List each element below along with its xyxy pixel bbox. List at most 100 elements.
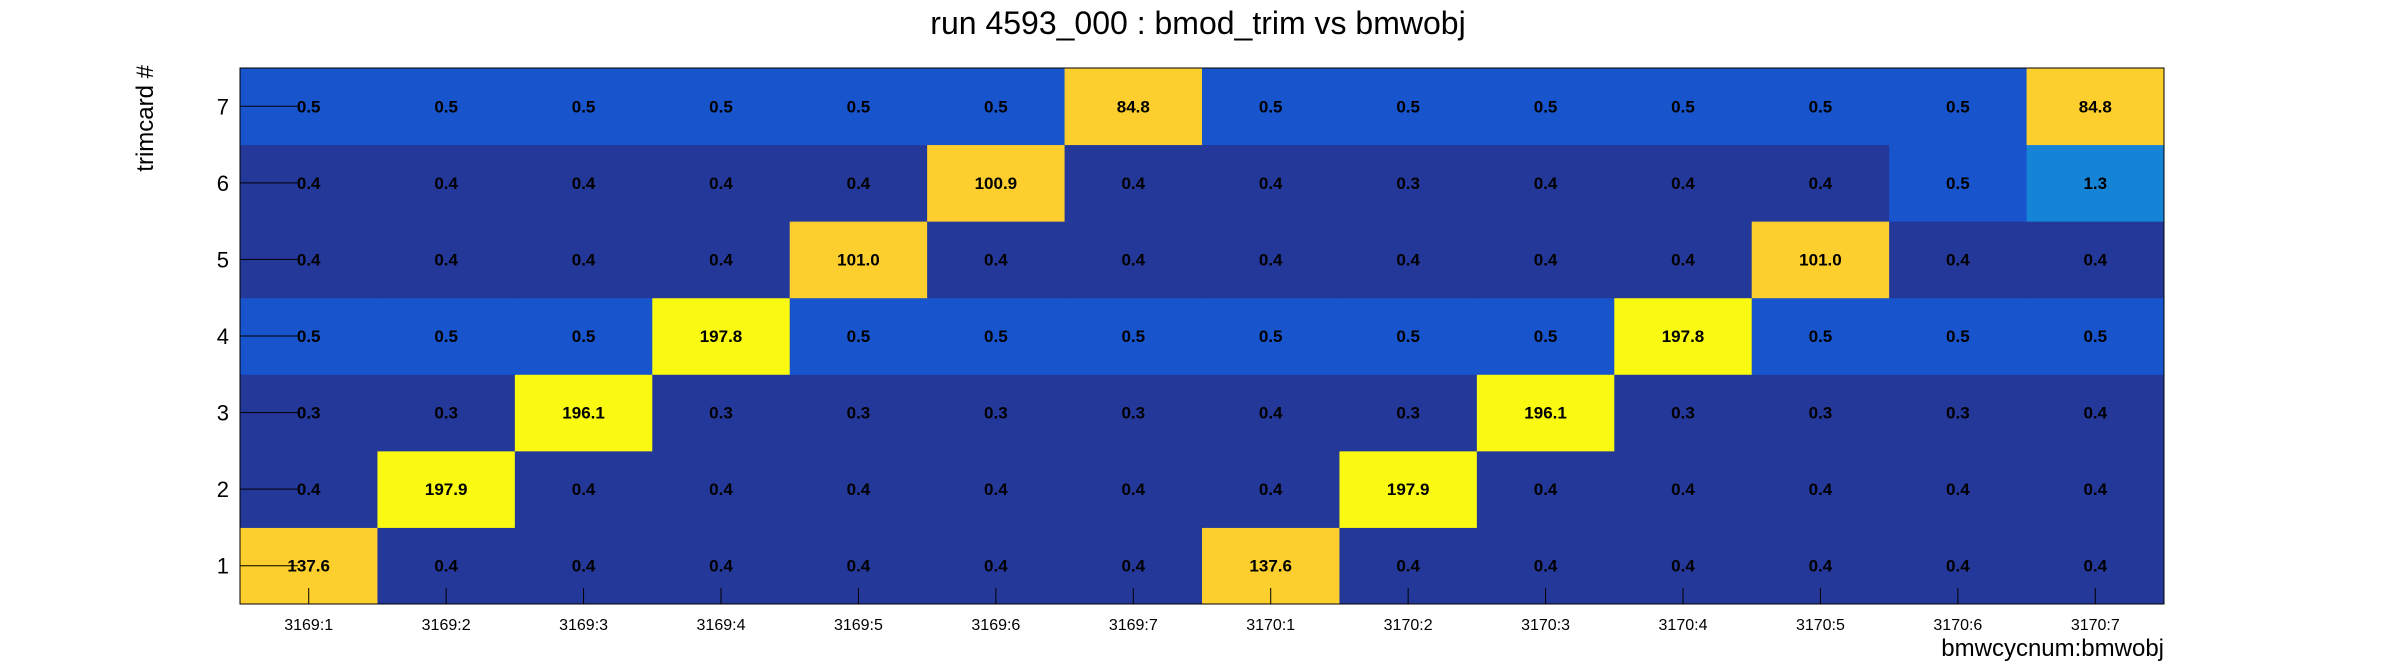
cell-value-label: 0.5 xyxy=(572,327,596,346)
cell-value-label: 0.3 xyxy=(1121,404,1145,423)
cell-value-label: 0.4 xyxy=(572,250,596,269)
heatmap-cell xyxy=(1889,221,2028,299)
cell-value-label: 1.3 xyxy=(2083,174,2107,193)
heatmap-cell xyxy=(927,374,1066,452)
heatmap-cell xyxy=(1202,297,1340,375)
cell-value-label: 0.5 xyxy=(1396,327,1420,346)
heatmap-cell xyxy=(1614,297,1753,375)
cell-value-label: 0.4 xyxy=(572,557,596,576)
cell-value-label: 137.6 xyxy=(1249,557,1292,576)
x-tick-label: 3169:7 xyxy=(1109,617,1158,634)
heatmap-cell xyxy=(377,144,516,222)
cell-value-label: 0.4 xyxy=(1396,557,1420,576)
cell-value-label: 0.4 xyxy=(2083,250,2107,269)
cell-value-label: 0.4 xyxy=(297,480,321,499)
heatmap-cell xyxy=(1751,144,1890,222)
cell-value-label: 0.5 xyxy=(434,97,458,116)
cell-value-label: 0.4 xyxy=(984,250,1008,269)
cell-value-label: 0.4 xyxy=(1946,250,1970,269)
cell-value-label: 0.3 xyxy=(1809,404,1833,423)
heatmap-cell xyxy=(1064,374,1203,452)
heatmap-cell xyxy=(789,450,928,528)
cell-value-label: 0.4 xyxy=(1121,480,1145,499)
heatmap-cell xyxy=(377,68,516,146)
heatmap-cell xyxy=(1064,450,1203,528)
x-tick-label: 3169:5 xyxy=(834,617,883,634)
cell-value-labels: 137.6 0.4 0.4 0.4 0.4 0.4 0.4 137.6 0.4 0.4 0.4 0.4… xyxy=(287,97,2111,575)
heatmap-cell xyxy=(514,297,653,375)
heatmap-cell xyxy=(1202,221,1340,299)
heatmap-cell xyxy=(2026,68,2165,146)
heatmap-cell xyxy=(652,374,791,452)
cell-value-label: 0.4 xyxy=(1396,250,1420,269)
cell-value-label: 0.4 xyxy=(847,174,871,193)
cell-value-label: 0.3 xyxy=(1671,404,1695,423)
heatmap-cells xyxy=(240,68,2165,605)
heatmap-cell xyxy=(1614,144,1753,222)
heatmap-cell xyxy=(1751,374,1890,452)
heatmap-cell xyxy=(1614,221,1753,299)
heatmap-cell xyxy=(1889,297,2028,375)
cell-value-label: 0.4 xyxy=(434,174,458,193)
cell-value-label: 0.4 xyxy=(1809,174,1833,193)
heatmap-cell xyxy=(1339,68,1478,146)
heatmap-cell xyxy=(789,144,928,222)
cell-value-label: 0.4 xyxy=(847,480,871,499)
heatmap-cell xyxy=(1476,68,1615,146)
heatmap-cell xyxy=(1339,374,1478,452)
heatmap-cell xyxy=(377,374,516,452)
heatmap-cell xyxy=(2026,450,2165,528)
heatmap-cell xyxy=(927,221,1066,299)
cell-value-label: 0.5 xyxy=(1259,327,1283,346)
y-tick-label: 6 xyxy=(217,171,229,196)
heatmap-cell xyxy=(652,450,791,528)
cell-value-label: 0.4 xyxy=(2083,557,2107,576)
heatmap-cell xyxy=(1202,450,1340,528)
cell-value-label: 197.8 xyxy=(1662,327,1705,346)
heatmap-cell xyxy=(1202,144,1340,222)
heatmap-cell xyxy=(789,68,928,146)
heatmap-cell xyxy=(652,144,791,222)
cell-value-label: 0.5 xyxy=(1946,174,1970,193)
x-tick-label: 3170:7 xyxy=(2071,617,2120,634)
cell-value-label: 0.4 xyxy=(1809,557,1833,576)
cell-value-label: 0.5 xyxy=(847,97,871,116)
cell-value-label: 100.9 xyxy=(975,174,1018,193)
cell-value-label: 0.4 xyxy=(1534,250,1558,269)
cell-value-label: 101.0 xyxy=(1799,250,1842,269)
cell-value-label: 196.1 xyxy=(562,404,605,423)
x-tick-label: 3170:6 xyxy=(1933,617,1982,634)
heatmap-cell xyxy=(2026,297,2165,375)
heatmap-cell xyxy=(652,221,791,299)
cell-value-label: 0.5 xyxy=(1534,97,1558,116)
x-tick-label: 3170:3 xyxy=(1521,617,1570,634)
heatmap-cell xyxy=(652,297,791,375)
heatmap-cell xyxy=(927,450,1066,528)
cell-value-label: 0.5 xyxy=(709,97,733,116)
cell-value-label: 0.4 xyxy=(2083,404,2107,423)
cell-value-label: 0.5 xyxy=(2083,327,2107,346)
heatmap-cell xyxy=(1476,450,1615,528)
cell-value-label: 0.5 xyxy=(434,327,458,346)
heatmap-cell xyxy=(377,297,516,375)
cell-value-label: 0.5 xyxy=(1671,97,1695,116)
heatmap-cell xyxy=(1339,297,1478,375)
axes: 1 2 3 4 5 6 7 3169:1 3169:2 3169:3 3169:4 3169:5 316… xyxy=(217,67,2165,634)
cell-value-label: 0.4 xyxy=(572,174,596,193)
heatmap-cell xyxy=(1064,221,1203,299)
cell-value-label: 0.4 xyxy=(1534,174,1558,193)
heatmap-cell xyxy=(1476,297,1615,375)
heatmap-cell xyxy=(377,221,516,299)
cell-value-label: 0.4 xyxy=(847,557,871,576)
y-tick-label: 5 xyxy=(217,247,229,272)
heatmap-cell xyxy=(514,221,653,299)
heatmap-cell xyxy=(1064,297,1203,375)
heatmap-cell xyxy=(514,450,653,528)
x-axis-title: bmwcycnum:bmwobj xyxy=(1941,635,2164,662)
cell-value-label: 0.3 xyxy=(984,404,1008,423)
cell-value-label: 0.5 xyxy=(1946,327,1970,346)
heatmap-cell xyxy=(1889,450,2028,528)
cell-value-label: 197.9 xyxy=(425,480,468,499)
heatmap-cell xyxy=(1339,450,1478,528)
